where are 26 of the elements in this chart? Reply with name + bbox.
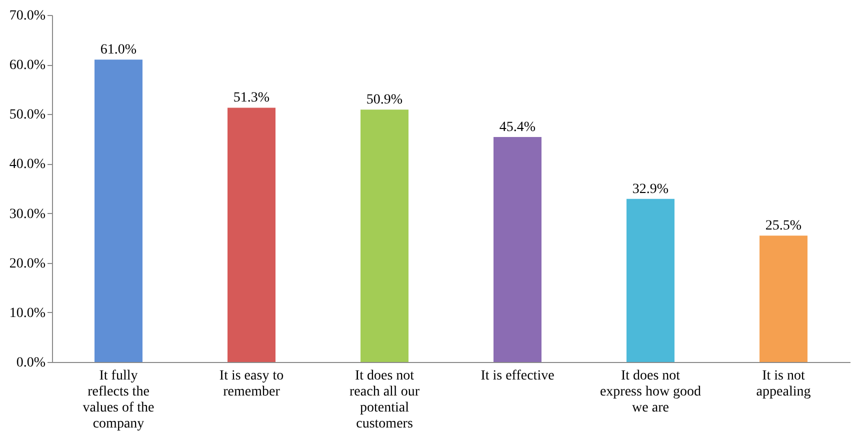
data-label: 25.5% xyxy=(765,218,802,234)
data-label: 61.0% xyxy=(100,42,137,58)
y-tick-label: 30.0% xyxy=(9,206,46,222)
data-label: 45.4% xyxy=(499,120,536,135)
data-label: 50.9% xyxy=(366,92,403,108)
y-tick-label: 40.0% xyxy=(9,157,46,172)
y-tick-label: 10.0% xyxy=(9,306,46,321)
bar xyxy=(228,108,276,362)
bar xyxy=(494,136,542,362)
x-tick-label: It fully reflects the values of the company xyxy=(82,368,154,432)
y-tick-label: 60.0% xyxy=(9,58,46,74)
x-tick-label: It does not reach all our potential customers xyxy=(350,368,420,432)
data-label: 32.9% xyxy=(632,182,669,197)
x-tick-label: It is effective xyxy=(480,368,554,384)
x-tick-label: It is easy to remember xyxy=(219,368,284,400)
y-tick-label: 50.0% xyxy=(9,108,46,123)
bar xyxy=(760,236,808,362)
bar xyxy=(626,198,674,362)
data-label: 51.3% xyxy=(233,90,270,106)
y-tick-label: 20.0% xyxy=(9,256,46,272)
bar xyxy=(360,110,408,362)
y-tick-label: 0.0% xyxy=(16,356,46,370)
x-tick-label: It does not express how good we are xyxy=(600,368,702,416)
x-tick-label: It is not appealing xyxy=(756,368,811,400)
y-tick-label: 70.0% xyxy=(9,8,46,24)
bar xyxy=(94,60,142,362)
